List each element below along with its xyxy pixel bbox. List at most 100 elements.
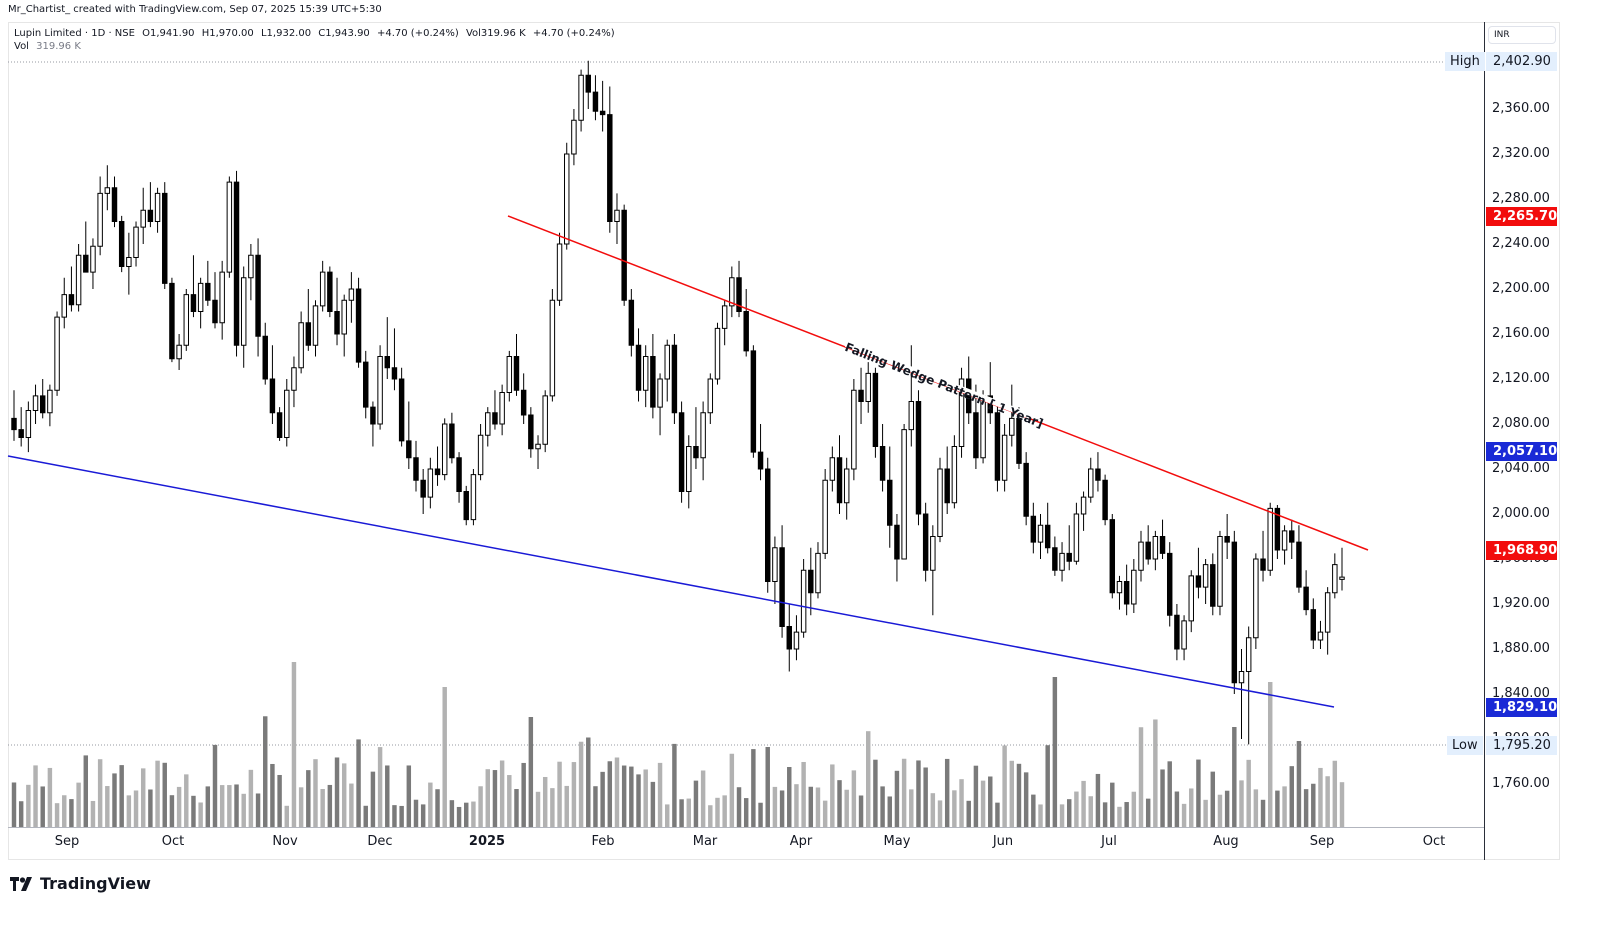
candle-body[interactable] <box>104 187 111 194</box>
candle-body[interactable] <box>1260 558 1266 571</box>
candle-body[interactable] <box>686 446 692 492</box>
candle-body[interactable] <box>75 254 82 306</box>
candle-body[interactable] <box>1267 507 1273 571</box>
currency-button[interactable]: INR <box>1488 26 1556 44</box>
candle-body[interactable] <box>1210 564 1216 607</box>
candle-body[interactable] <box>506 356 513 393</box>
candle-body[interactable] <box>714 327 721 380</box>
candle-body[interactable] <box>1088 468 1094 498</box>
candle-body[interactable] <box>413 457 419 481</box>
candle-body[interactable] <box>485 412 491 436</box>
candle-body[interactable] <box>154 192 161 222</box>
candle-body[interactable] <box>1138 541 1144 571</box>
candle-body[interactable] <box>621 209 627 301</box>
support-trendline[interactable] <box>7 455 1335 708</box>
candle-body[interactable] <box>958 378 965 447</box>
candle-body[interactable] <box>721 305 728 329</box>
candle-body[interactable] <box>1052 547 1058 571</box>
candle-body[interactable] <box>542 395 548 445</box>
candle-body[interactable] <box>1152 536 1159 560</box>
candle-body[interactable] <box>406 440 412 459</box>
candle-body[interactable] <box>729 277 735 307</box>
candle-body[interactable] <box>599 110 606 116</box>
candle-body[interactable] <box>994 412 1001 481</box>
candle-body[interactable] <box>11 417 17 431</box>
symbol-name[interactable]: Lupin Limited · 1D · NSE <box>14 28 135 39</box>
candle-body[interactable] <box>370 406 376 425</box>
candle-body[interactable] <box>25 410 32 438</box>
candle-body[interactable] <box>1016 417 1022 464</box>
candle-body[interactable] <box>233 181 240 346</box>
candle-body[interactable] <box>779 547 785 627</box>
candle-body[interactable] <box>894 524 900 560</box>
candle-body[interactable] <box>879 446 886 481</box>
candle-body[interactable] <box>707 378 714 414</box>
candle-body[interactable] <box>650 356 656 408</box>
candle-body[interactable] <box>1159 536 1166 554</box>
candle-body[interactable] <box>291 367 297 391</box>
candle-body[interactable] <box>111 187 118 222</box>
candle-body[interactable] <box>97 192 103 247</box>
candle-body[interactable] <box>456 457 462 492</box>
candle-body[interactable] <box>197 282 204 312</box>
candle-body[interactable] <box>1281 530 1288 551</box>
candle-body[interactable] <box>470 474 477 521</box>
candle-body[interactable] <box>1332 564 1338 594</box>
candle-body[interactable] <box>915 401 922 515</box>
candle-body[interactable] <box>176 344 182 360</box>
candle-body[interactable] <box>61 294 67 318</box>
candle-body[interactable] <box>1202 564 1209 588</box>
candle-body[interactable] <box>671 344 678 414</box>
candle-body[interactable] <box>298 322 304 369</box>
candle-body[interactable] <box>284 389 290 438</box>
candle-body[interactable] <box>391 367 398 380</box>
candle-body[interactable] <box>585 74 591 93</box>
candle-body[interactable] <box>1037 524 1044 543</box>
candle-body[interactable] <box>305 322 312 346</box>
candle-body[interactable] <box>872 372 879 447</box>
candle-body[interactable] <box>642 356 649 391</box>
candle-body[interactable] <box>39 395 46 414</box>
candle-body[interactable] <box>851 389 857 470</box>
candle-body[interactable] <box>240 277 247 346</box>
candle-body[interactable] <box>499 392 505 425</box>
candle-body[interactable] <box>765 468 771 582</box>
candle-body[interactable] <box>1166 552 1173 616</box>
candle-body[interactable] <box>140 209 146 228</box>
candle-body[interactable] <box>1195 575 1202 588</box>
candle-body[interactable] <box>147 209 154 222</box>
candle-body[interactable] <box>614 209 620 222</box>
candle-body[interactable] <box>808 569 814 594</box>
candle-body[interactable] <box>68 294 75 306</box>
candle-body[interactable] <box>858 389 864 402</box>
candle-body[interactable] <box>1109 519 1116 594</box>
candle-body[interactable] <box>944 468 950 504</box>
volume-label[interactable]: Vol <box>14 41 29 52</box>
candle-body[interactable] <box>822 479 828 554</box>
candle-body[interactable] <box>276 412 283 438</box>
candle-body[interactable] <box>592 91 599 112</box>
candle-body[interactable] <box>535 443 541 450</box>
candle-body[interactable] <box>635 344 642 391</box>
candle-body[interactable] <box>786 626 792 650</box>
candle-body[interactable] <box>226 181 233 273</box>
candle-body[interactable] <box>1102 479 1108 521</box>
candle-body[interactable] <box>1066 552 1072 562</box>
candle-body[interactable] <box>1317 631 1324 641</box>
candle-body[interactable] <box>930 536 936 571</box>
candle-body[interactable] <box>1253 558 1259 639</box>
candle-body[interactable] <box>118 221 125 267</box>
candle-body[interactable] <box>348 288 355 301</box>
candle-body[interactable] <box>1073 513 1080 562</box>
candle-body[interactable] <box>1231 541 1238 684</box>
candle-body[interactable] <box>47 389 53 414</box>
candle-body[interactable] <box>449 423 455 459</box>
candle-body[interactable] <box>571 119 577 155</box>
candle-body[interactable] <box>1030 515 1037 543</box>
candle-body[interactable] <box>757 451 764 470</box>
candle-body[interactable] <box>341 299 347 335</box>
candle-body[interactable] <box>327 271 333 312</box>
candle-body[interactable] <box>1059 552 1065 571</box>
candle-body[interactable] <box>126 257 132 267</box>
